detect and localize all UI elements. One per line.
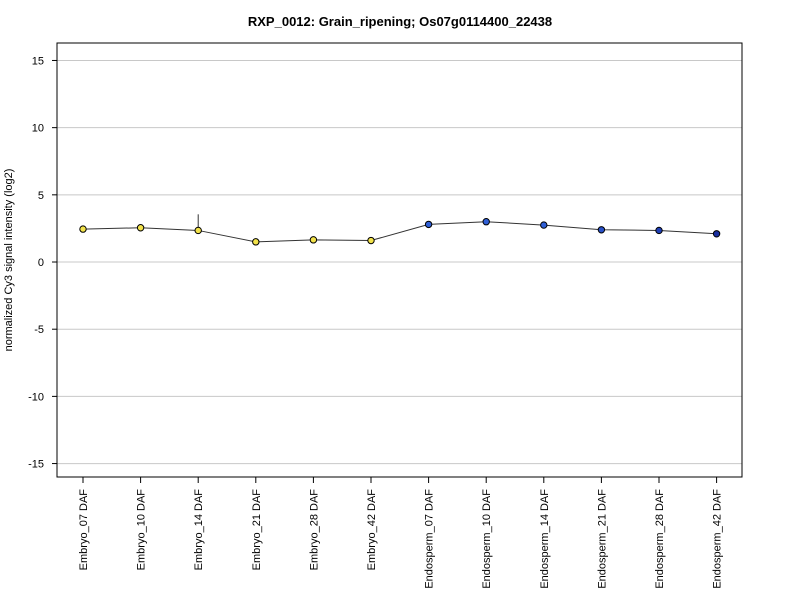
y-tick-label: -10 [28, 391, 44, 403]
x-tick-label: Embryo_28 DAF [308, 489, 320, 571]
x-tick-label: Endosperm_42 DAF [712, 489, 724, 589]
data-point [712, 230, 721, 238]
y-tick-label: 5 [38, 190, 44, 202]
y-tick-label: 15 [32, 55, 44, 67]
data-series [79, 218, 721, 246]
x-tick-label: Endosperm_07 DAF [424, 489, 436, 589]
data-point [540, 221, 548, 229]
x-tick-label: Endosperm_14 DAF [539, 489, 551, 589]
data-point [655, 226, 663, 235]
data-point [194, 226, 202, 235]
data-point [136, 224, 145, 232]
plot-frame [56, 42, 743, 478]
y-tick-label: -15 [28, 459, 44, 471]
chart-title: RXP_0012: Grain_ripening; Os07g0114400_2… [248, 14, 552, 29]
data-point [309, 236, 318, 244]
y-tick-label: -5 [34, 324, 44, 336]
data-point [252, 238, 260, 246]
y-tick-label: 0 [38, 257, 44, 269]
x-tick-label: Embryo_42 DAF [366, 489, 378, 571]
x-tick-label: Embryo_10 DAF [136, 489, 148, 571]
x-tick-label: Embryo_07 DAF [78, 489, 90, 571]
y-axis: -15 -10 -5 0 5 10 15 [28, 55, 57, 471]
x-tick-label: Endosperm_21 DAF [596, 489, 608, 589]
x-tick-label: Embryo_21 DAF [251, 489, 263, 571]
y-axis-label: normalized Cy3 signal intensity (log2) [3, 169, 15, 352]
data-point [367, 236, 375, 245]
x-tick-label: Embryo_14 DAF [193, 489, 205, 571]
x-tick-label: Endosperm_10 DAF [481, 489, 493, 589]
y-tick-label: 10 [32, 123, 44, 135]
x-axis: Embryo_07 DAF Embryo_10 DAF Embryo_14 DAF E… [78, 477, 724, 589]
data-point [79, 225, 87, 233]
gridlines [57, 59, 742, 465]
series-line [82, 221, 717, 243]
data-point [597, 226, 606, 234]
x-tick-label: Endosperm_28 DAF [654, 489, 666, 589]
data-point [482, 218, 490, 226]
data-point [424, 220, 433, 229]
